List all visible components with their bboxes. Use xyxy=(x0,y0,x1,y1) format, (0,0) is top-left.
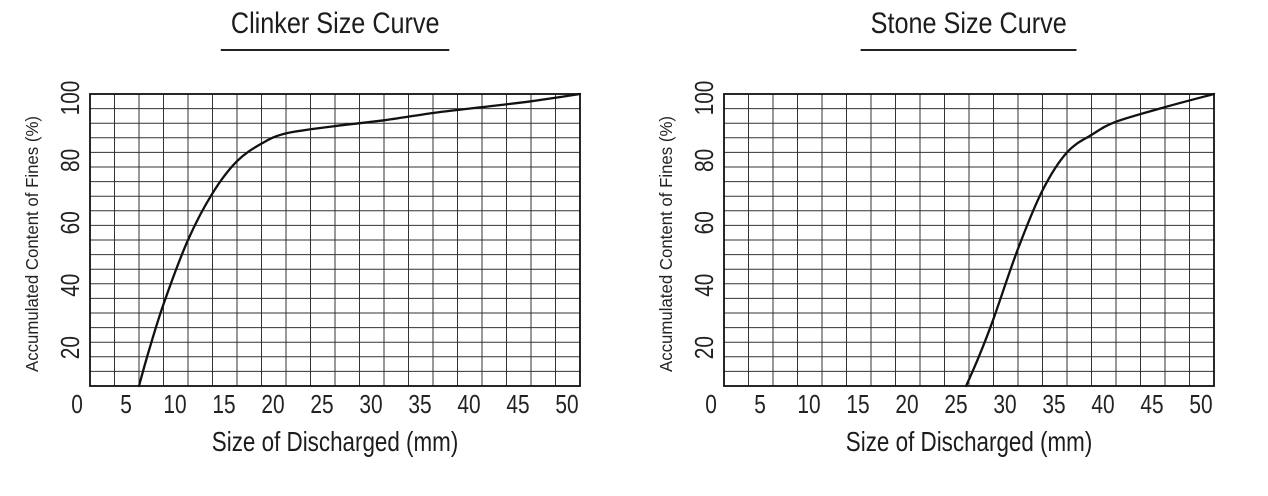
x-tick-label: 35 xyxy=(1042,389,1065,419)
x-tick-label: 40 xyxy=(1091,389,1114,419)
x-tick-label: 10 xyxy=(163,389,186,419)
x-tick-label: 20 xyxy=(261,389,284,419)
stone-chart-panel: Stone Size Curve 0 5 10 15 20 25 30 35 40 45 50 20 4… xyxy=(634,0,1268,496)
x-tick-label: 30 xyxy=(993,389,1016,419)
chart-title: Clinker Size Curve xyxy=(220,8,450,51)
x-tick-label: 35 xyxy=(408,389,431,419)
x-axis-title-text: Size of Discharged (mm) xyxy=(845,426,1093,457)
y-tick-label: 20 xyxy=(55,336,85,359)
size-curve-line xyxy=(137,92,582,388)
x-tick-label: 25 xyxy=(944,389,967,419)
y-tick-label: 100 xyxy=(689,81,719,116)
plot-area: 0 5 10 15 20 25 30 35 40 45 50 20 40 60 80 100 Accumulat… xyxy=(656,81,1216,419)
y-tick-label: 20 xyxy=(689,336,719,359)
x-axis-title: Size of Discharged (mm) xyxy=(724,426,1214,458)
chart-title-row: Stone Size Curve xyxy=(724,8,1214,51)
y-tick-label: 60 xyxy=(55,211,85,234)
chart-title-row: Clinker Size Curve xyxy=(90,8,580,51)
x-tick-label: 5 xyxy=(754,389,766,419)
x-tick-label: 45 xyxy=(1140,389,1163,419)
plot-frame xyxy=(723,93,1215,387)
x-tick-label: 15 xyxy=(846,389,869,419)
x-tick-label: 20 xyxy=(895,389,918,419)
clinker-chart-panel: Clinker Size Curve 0 5 10 15 20 25 30 35 40 45 50 2… xyxy=(22,8,582,458)
size-curve-line xyxy=(964,92,1216,388)
y-tick-label: 100 xyxy=(55,81,85,116)
y-axis-title: Accumulated Content of Fines (%) xyxy=(656,116,676,372)
x-tick-label: 10 xyxy=(797,389,820,419)
y-tick-label: 60 xyxy=(689,211,719,234)
x-tick-label: 50 xyxy=(1189,389,1212,419)
x-tick-label: 30 xyxy=(359,389,382,419)
x-tick-label: 40 xyxy=(457,389,480,419)
x-axis-title-text: Size of Discharged (mm) xyxy=(211,426,459,457)
plot-frame xyxy=(89,93,581,387)
x-tick-label: 0 xyxy=(71,389,83,419)
x-tick-label: 45 xyxy=(506,389,529,419)
y-tick-label: 80 xyxy=(55,149,85,172)
x-axis-title: Size of Discharged (mm) xyxy=(90,426,580,458)
x-tick-label: 5 xyxy=(120,389,132,419)
y-tick-label: 40 xyxy=(689,274,719,297)
x-tick-label: 15 xyxy=(212,389,235,419)
chart-title: Stone Size Curve xyxy=(860,8,1078,51)
y-axis-title: Accumulated Content of Fines (%) xyxy=(22,116,42,372)
y-tick-label: 80 xyxy=(689,149,719,172)
plot-area: 0 5 10 15 20 25 30 35 40 45 50 20 40 60 80 100 Accumulat… xyxy=(22,81,582,419)
x-tick-label: 0 xyxy=(705,389,717,419)
x-tick-label: 50 xyxy=(555,389,578,419)
y-tick-label: 40 xyxy=(55,274,85,297)
x-tick-label: 25 xyxy=(310,389,333,419)
